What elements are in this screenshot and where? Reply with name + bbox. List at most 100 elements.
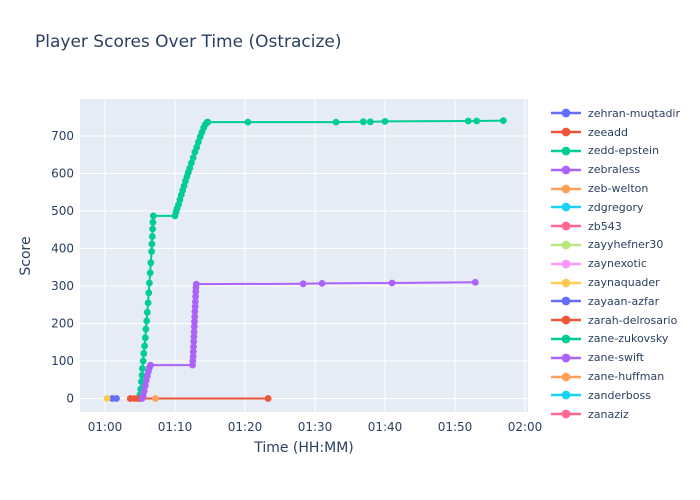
y-tick-label: 700: [51, 129, 74, 143]
legend-marker-icon: [551, 315, 581, 325]
legend-item-zaynaquader[interactable]: zaynaquader: [549, 273, 699, 292]
legend-marker-icon: [551, 390, 581, 400]
legend-label: zedd-epstein: [588, 144, 660, 158]
legend-item-zayyhefner30[interactable]: zayyhefner30: [549, 236, 699, 255]
series-marker-zedd-epstein[interactable]: [145, 289, 153, 297]
series-marker-zane-swift[interactable]: [388, 279, 396, 287]
legend-item-zane-swift[interactable]: zane-swift: [549, 348, 699, 367]
series-marker-zedd-epstein[interactable]: [359, 118, 367, 126]
x-tick-label: 01:20: [228, 420, 263, 434]
legend-item-zane-huffman[interactable]: zane-huffman: [549, 367, 699, 386]
y-tick-label: 100: [51, 354, 74, 368]
series-marker-zedd-epstein[interactable]: [499, 117, 507, 124]
series-marker-zedd-epstein[interactable]: [147, 259, 155, 267]
legend-marker-icon: [551, 409, 581, 419]
series-marker-zane-swift[interactable]: [318, 280, 326, 287]
series-marker-zedd-epstein[interactable]: [148, 233, 156, 240]
legend-marker-icon: [551, 184, 581, 193]
x-tick-label: 01:10: [158, 420, 193, 434]
series-marker-zedd-epstein[interactable]: [148, 248, 156, 255]
series-marker-zane-swift[interactable]: [191, 318, 198, 325]
series-marker-zane-swift[interactable]: [190, 328, 198, 336]
chart-title: Player Scores Over Time (Ostracize): [35, 32, 342, 52]
series-marker-zedd-epstein[interactable]: [140, 350, 148, 357]
x-tick-label: 01:30: [298, 420, 333, 434]
x-tick-label: 01:40: [368, 420, 403, 434]
legend-item-zaynexotic[interactable]: zaynexotic: [549, 254, 699, 273]
series-marker-zaynaquader[interactable]: [103, 395, 111, 402]
legend-item-zebraless[interactable]: zebraless: [549, 160, 699, 179]
series-marker-zane-swift[interactable]: [189, 348, 197, 355]
series-marker-zedd-epstein[interactable]: [189, 154, 197, 162]
series-marker-zarah-delrosario[interactable]: [264, 395, 272, 402]
series-marker-zane-swift[interactable]: [190, 338, 198, 345]
series-marker-zedd-epstein[interactable]: [193, 143, 201, 151]
legend-item-zeeadd[interactable]: zeeadd: [549, 123, 699, 142]
legend-marker-icon: [551, 296, 581, 306]
legend-item-zanaziz[interactable]: zanaziz: [549, 405, 699, 423]
series-marker-zane-swift[interactable]: [190, 323, 198, 330]
series-marker-zane-swift[interactable]: [192, 293, 200, 300]
y-tick-label: 500: [51, 204, 74, 218]
series-marker-zane-swift[interactable]: [191, 303, 199, 310]
series-marker-zane-swift[interactable]: [191, 313, 199, 321]
series-marker-zedd-epstein[interactable]: [186, 164, 194, 172]
legend-marker-icon: [551, 202, 581, 212]
series-marker-zedd-epstein[interactable]: [195, 138, 202, 146]
x-tick-label: 01:50: [438, 420, 473, 434]
series-marker-zedd-epstein[interactable]: [143, 308, 151, 316]
series-marker-zedd-epstein[interactable]: [149, 218, 157, 226]
series-marker-zedd-epstein[interactable]: [143, 317, 151, 325]
legend-item-zb543[interactable]: zb543: [549, 217, 699, 236]
series-marker-zedd-epstein[interactable]: [204, 118, 212, 126]
series-marker-zedd-epstein[interactable]: [149, 212, 157, 220]
series-marker-zane-swift[interactable]: [140, 387, 148, 395]
series-marker-zedd-epstein[interactable]: [332, 118, 340, 126]
series-marker-zedd-epstein[interactable]: [138, 371, 146, 379]
series-marker-zehran-muqtadir[interactable]: [113, 395, 120, 402]
series-marker-zedd-epstein[interactable]: [148, 240, 156, 248]
legend-label: zane-swift: [588, 351, 644, 365]
legend-marker-icon: [551, 372, 581, 381]
series-marker-zedd-epstein[interactable]: [366, 118, 374, 126]
series-marker-zeb-welton[interactable]: [152, 395, 159, 402]
series-marker-zedd-epstein[interactable]: [144, 299, 152, 307]
series-marker-zedd-epstein[interactable]: [139, 357, 147, 365]
series-marker-zane-swift[interactable]: [299, 280, 307, 288]
series-marker-zedd-epstein[interactable]: [139, 365, 146, 372]
legend-label: zanderboss: [588, 388, 651, 402]
legend-item-zarah-delrosario[interactable]: zarah-delrosario: [549, 311, 699, 330]
series-marker-zane-swift[interactable]: [147, 361, 154, 369]
series-marker-zedd-epstein[interactable]: [146, 269, 154, 277]
series-marker-zedd-epstein[interactable]: [142, 325, 150, 333]
series-marker-zedd-epstein[interactable]: [149, 225, 157, 233]
series-marker-zane-swift[interactable]: [190, 333, 198, 340]
series-marker-zedd-epstein[interactable]: [244, 118, 252, 126]
series-marker-zedd-epstein[interactable]: [473, 117, 481, 125]
y-axis-title: Score: [18, 236, 34, 276]
series-marker-zedd-epstein[interactable]: [188, 159, 195, 167]
series-marker-zedd-epstein[interactable]: [141, 342, 149, 350]
legend-marker-icon: [551, 259, 581, 269]
series-marker-zedd-epstein[interactable]: [146, 279, 153, 287]
series-marker-zane-swift[interactable]: [190, 343, 197, 351]
legend-label: zeb-welton: [588, 182, 649, 196]
series-marker-zane-swift[interactable]: [191, 308, 199, 315]
legend-item-zanderboss[interactable]: zanderboss: [549, 386, 699, 405]
legend-item-zdgregory[interactable]: zdgregory: [549, 198, 699, 217]
legend-item-zayaan-azfar[interactable]: zayaan-azfar: [549, 292, 699, 311]
legend-label: zanaziz: [588, 407, 629, 421]
series-marker-zane-swift[interactable]: [189, 353, 197, 360]
series-marker-zane-swift[interactable]: [192, 280, 200, 288]
series-marker-zedd-epstein[interactable]: [141, 334, 149, 342]
legend-item-zedd-epstein[interactable]: zedd-epstein: [549, 142, 699, 161]
series-marker-zane-swift[interactable]: [192, 298, 199, 306]
legend-item-zane-zukovsky[interactable]: zane-zukovsky: [549, 330, 699, 349]
legend-item-zehran-muqtadir[interactable]: zehran-muqtadir: [549, 104, 699, 123]
series-marker-zane-swift[interactable]: [471, 278, 479, 286]
series-marker-zedd-epstein[interactable]: [381, 118, 389, 125]
series-marker-zane-swift[interactable]: [141, 382, 149, 390]
legend-item-zeb-welton[interactable]: zeb-welton: [549, 179, 699, 198]
series-marker-zedd-epstein[interactable]: [464, 117, 472, 125]
legend-marker-icon: [551, 334, 581, 344]
